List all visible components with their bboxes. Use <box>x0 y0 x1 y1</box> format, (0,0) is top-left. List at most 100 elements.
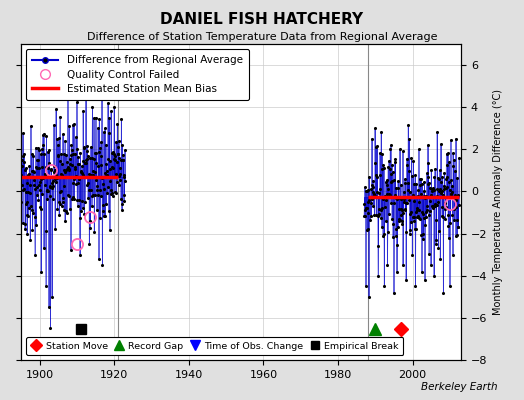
Point <box>369 193 378 200</box>
Point <box>76 150 84 156</box>
Point <box>360 213 368 219</box>
Point <box>102 200 111 207</box>
Point <box>81 160 90 166</box>
Point <box>102 173 110 180</box>
Point <box>39 142 47 148</box>
Point <box>105 208 113 214</box>
Point <box>397 212 406 218</box>
Point <box>425 180 433 186</box>
Point <box>82 68 90 74</box>
Point <box>408 252 417 258</box>
Point <box>436 256 444 262</box>
Point <box>79 205 87 211</box>
Point <box>112 170 120 177</box>
Point <box>71 164 79 170</box>
Point <box>378 204 387 211</box>
Point <box>396 195 404 201</box>
Point <box>435 167 444 174</box>
Point <box>450 205 458 212</box>
Point <box>398 218 406 224</box>
Point <box>95 148 103 155</box>
Point <box>421 195 429 202</box>
Point <box>117 116 126 123</box>
Point <box>381 179 390 186</box>
Point <box>419 231 428 238</box>
Point <box>61 138 69 144</box>
Point <box>58 203 66 209</box>
Point <box>59 182 68 189</box>
Point <box>102 161 111 167</box>
Point <box>62 152 70 158</box>
Point <box>60 151 68 158</box>
Point <box>421 277 429 283</box>
Point <box>389 221 398 227</box>
Point <box>441 204 450 210</box>
Point <box>93 186 102 193</box>
Point <box>99 180 107 187</box>
Point <box>108 150 116 157</box>
Point <box>78 169 86 176</box>
Point <box>376 186 384 192</box>
Point <box>91 168 99 175</box>
Point <box>113 158 121 165</box>
Point <box>392 185 401 191</box>
Point <box>392 268 401 275</box>
Point <box>97 161 105 168</box>
Point <box>446 190 455 197</box>
Point <box>370 193 379 199</box>
Point <box>427 192 435 198</box>
Point <box>104 155 113 162</box>
Point <box>387 171 396 178</box>
Point <box>438 188 446 194</box>
Point <box>385 191 394 197</box>
Point <box>63 94 72 100</box>
Point <box>57 171 65 177</box>
Point <box>98 175 106 182</box>
Point <box>424 142 432 148</box>
Point <box>434 188 443 194</box>
Point <box>449 162 457 169</box>
Point <box>402 277 410 283</box>
Point <box>23 230 31 237</box>
Point <box>39 131 48 137</box>
Point <box>67 142 75 148</box>
Point <box>68 196 76 202</box>
Point <box>70 176 79 182</box>
Point <box>73 197 81 203</box>
Point <box>365 197 374 204</box>
Point <box>372 211 380 218</box>
Point <box>90 115 98 121</box>
Point <box>69 180 78 187</box>
Point <box>120 172 128 178</box>
Point <box>41 171 49 178</box>
Point <box>106 178 114 184</box>
Point <box>366 200 375 207</box>
Point <box>83 182 92 188</box>
Point <box>369 203 377 209</box>
Point <box>22 165 30 171</box>
Point <box>431 201 439 208</box>
Point <box>94 192 102 198</box>
Point <box>107 187 116 194</box>
Point <box>51 174 60 181</box>
Point <box>365 294 373 300</box>
Point <box>390 177 398 183</box>
Point <box>391 156 399 162</box>
Point <box>66 206 74 212</box>
Point <box>432 217 440 223</box>
Point <box>392 195 400 201</box>
Point <box>384 229 392 236</box>
Point <box>111 174 119 180</box>
Point <box>452 136 460 142</box>
Point <box>110 104 118 110</box>
Point <box>103 190 111 196</box>
Point <box>425 212 433 218</box>
Point <box>369 178 377 184</box>
Point <box>370 191 378 198</box>
Point <box>97 152 106 159</box>
Point <box>23 180 31 186</box>
Point <box>375 206 383 212</box>
Point <box>364 198 373 205</box>
Point <box>390 200 398 206</box>
Point <box>101 142 110 148</box>
